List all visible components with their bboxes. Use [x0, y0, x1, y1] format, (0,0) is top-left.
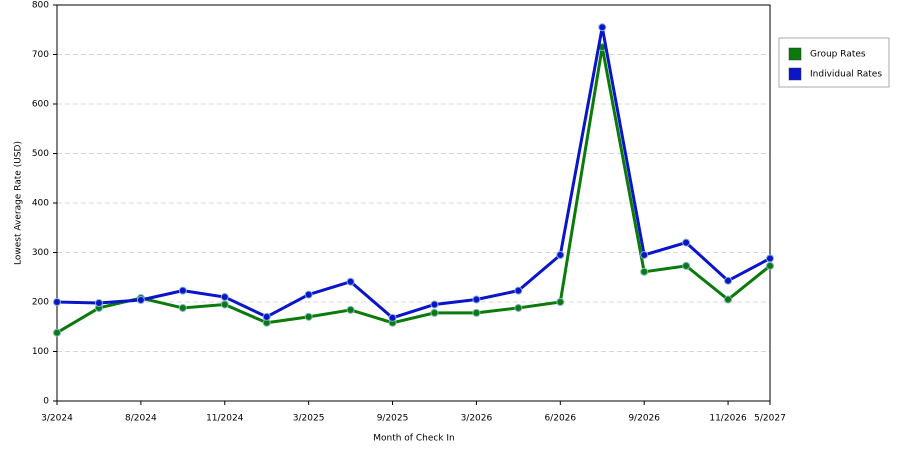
x-tick-label: 8/2024 [125, 414, 157, 424]
x-tick-label: 11/2024 [206, 414, 244, 424]
data-point [430, 308, 439, 317]
data-point [304, 290, 313, 299]
data-point [304, 312, 313, 321]
data-point [472, 308, 481, 317]
x-tick-label: 3/2026 [461, 414, 493, 424]
series-line [56, 45, 771, 334]
data-point [556, 298, 565, 306]
data-point [598, 23, 607, 32]
x-tick-label: 5/2027 [754, 414, 786, 424]
data-point [220, 293, 229, 302]
y-tick-label: 600 [32, 100, 49, 110]
data-point [178, 286, 187, 295]
data-point [53, 298, 61, 306]
data-point [136, 296, 145, 305]
y-tick-label: 100 [32, 347, 49, 357]
x-tick-label: 11/2026 [709, 414, 747, 424]
data-point [682, 238, 691, 247]
data-point [472, 295, 481, 304]
data-point [514, 303, 523, 312]
x-tick-label: 6/2026 [544, 414, 576, 424]
data-point [724, 276, 733, 285]
y-tick-label: 700 [32, 50, 49, 60]
data-point [388, 313, 397, 322]
data-point [556, 250, 565, 259]
data-point [178, 303, 187, 312]
y-tick-label: 200 [32, 298, 49, 308]
x-tick-label: 9/2025 [377, 414, 409, 424]
data-point [346, 277, 355, 286]
y-tick-label: 500 [32, 149, 49, 159]
legend-swatch [788, 47, 802, 61]
y-tick-label: 300 [32, 248, 49, 258]
x-tick-label: 9/2026 [628, 414, 660, 424]
data-point [430, 300, 439, 309]
data-point [262, 312, 271, 321]
data-point [766, 254, 774, 263]
data-point [682, 261, 691, 270]
legend-label: Group Rates [810, 50, 866, 60]
y-tick-label: 400 [32, 199, 49, 209]
legend-swatch [788, 67, 802, 81]
y-tick-label: 800 [32, 1, 49, 11]
data-point [220, 300, 229, 309]
data-point [766, 261, 774, 270]
data-point [514, 286, 523, 295]
x-axis-title: Month of Check In [373, 434, 455, 444]
plot-frame [56, 4, 771, 402]
data-point [640, 250, 649, 259]
series-line [56, 25, 771, 320]
data-point [640, 267, 649, 276]
data-point [94, 298, 103, 307]
data-point [724, 295, 733, 304]
x-tick-label: 3/2024 [41, 414, 73, 424]
x-tick-label: 3/2025 [293, 414, 325, 424]
y-tick-label: 0 [43, 397, 49, 407]
y-axis-title: Lowest Average Rate (USD) [14, 141, 24, 265]
data-point [53, 328, 61, 337]
legend-label: Individual Rates [810, 70, 882, 80]
data-point [346, 305, 355, 314]
